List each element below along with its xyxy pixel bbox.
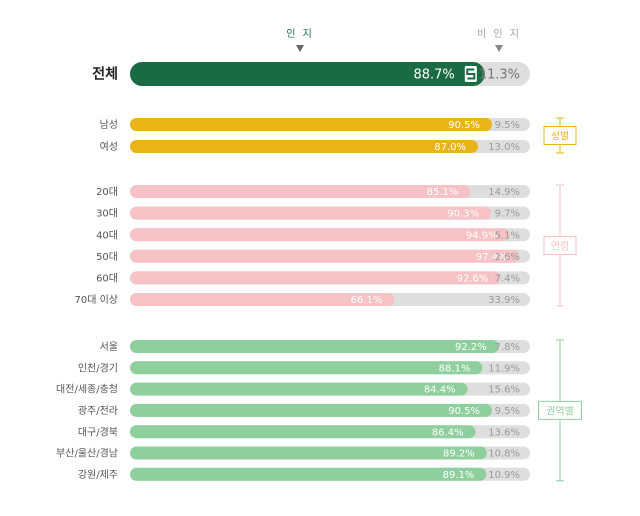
aware-value-label: 88.1% [439,363,471,374]
aware-value-label: 92.2% [455,342,487,353]
row-label: 대전/세종/충청 [56,384,118,396]
brand-logo-icon [464,66,477,82]
aware-value-label: 87.0% [434,142,466,153]
row-label: 남성 [100,119,118,131]
row-label: 40대 [96,229,118,241]
aware-value-label: 90.5% [448,406,480,417]
aware-value-label: 89.1% [443,470,475,481]
aware-value-label: 90.3% [447,209,479,220]
row-label: 대구/경북 [78,425,118,438]
row-label: 여성 [100,141,118,153]
unaware-value-label: 5.1% [495,230,520,241]
aware-bar [130,206,492,220]
unaware-value-label: 13.0% [488,142,520,153]
group-badge [543,236,577,255]
unaware-value-label: 9.7% [495,209,520,220]
group-badge [538,400,582,420]
aware-bar [130,249,520,263]
aware-value-label: 92.6% [457,274,489,285]
aware-bar [130,140,478,153]
aware-bar [130,118,492,131]
unaware-value-label: 7.4% [495,274,520,285]
row-label: 광주/전라 [78,405,118,417]
unaware-value-label: 13.6% [488,427,520,438]
row-label: 20대 [96,186,118,198]
aware-value-label: 86.4% [432,427,464,438]
row-label: 강원/제주 [78,469,118,481]
aware-bar [130,467,487,481]
row-label: 30대 [96,208,118,220]
unaware-value-label: 11.3% [479,68,520,83]
aware-value-label: 66.1% [351,295,383,306]
row-label: 60대 [96,273,118,285]
group-badge [543,126,577,145]
aware-bar [130,62,485,86]
unaware-header-arrow-icon [495,45,503,52]
aware-header: 인 지 [286,28,314,40]
row-label: 인천/경기 [78,361,118,374]
unaware-value-label: 7.8% [495,342,520,353]
aware-bar [130,271,501,285]
unaware-value-label: 11.9% [488,363,520,374]
aware-value-label: 97.4% [476,252,508,263]
aware-value-label: 94.9% [466,230,498,241]
row-label: 50대 [96,251,118,263]
aware-value-label: 89.2% [443,449,475,460]
aware-value-label: 85.1% [427,187,459,198]
group-name: 권역별 [546,405,574,417]
row-label: 부산/울산/경남 [56,447,118,460]
aware-value-label: 88.7% [413,68,454,83]
aware-bar [130,340,499,353]
row-label: 70대 이상 [74,294,118,306]
unaware-value-label: 9.5% [495,406,520,417]
unaware-value-label: 9.5% [495,120,520,131]
aware-bar [130,185,471,198]
aware-bar [130,446,487,460]
aware-bar [130,293,395,306]
aware-bar [130,382,468,396]
unaware-value-label: 33.9% [488,295,520,306]
unaware-header: 비 인 지 [477,28,521,40]
aware-bar [130,425,476,439]
group-name: 연령 [551,241,569,253]
aware-header-arrow-icon [296,45,304,52]
unaware-value-label: 2.6% [495,252,520,263]
aware-bar [130,403,492,417]
aware-value-label: 90.5% [448,120,480,131]
row-label: 서울 [100,341,118,353]
unaware-value-label: 10.8% [488,449,520,460]
unaware-value-label: 10.9% [488,470,520,481]
row-label: 전체 [92,66,118,83]
group-name: 성별 [551,131,569,143]
aware-bar [130,361,483,375]
aware-value-label: 84.4% [424,385,456,396]
aware-bar [130,228,510,242]
unaware-value-label: 14.9% [488,187,520,198]
unaware-value-label: 15.6% [488,385,520,396]
